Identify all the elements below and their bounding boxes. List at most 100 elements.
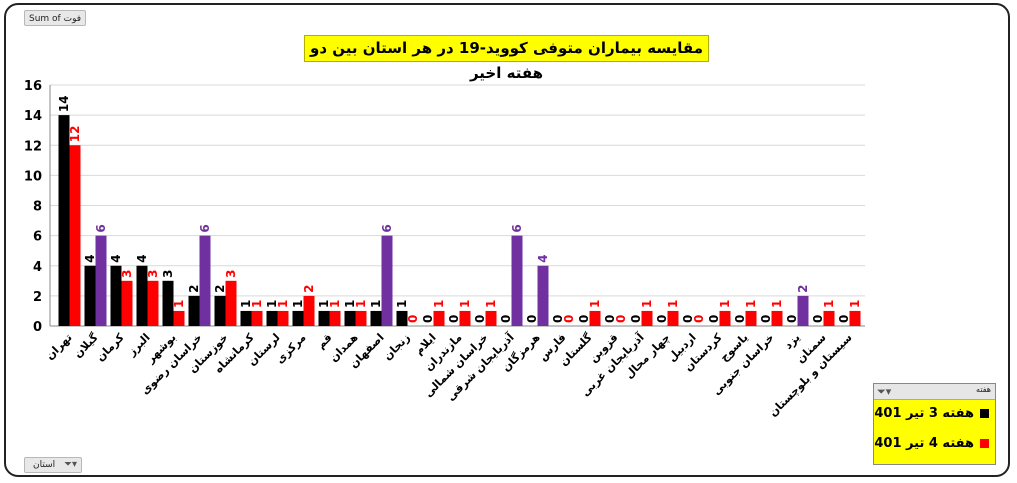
bar	[485, 310, 497, 326]
bar	[84, 265, 96, 326]
data-label: 0	[681, 315, 695, 323]
data-label: 4	[83, 254, 97, 262]
data-label: 1	[458, 300, 472, 308]
x-tick-label: زنجان	[381, 331, 413, 363]
bar	[396, 310, 408, 326]
data-label: 2	[302, 285, 316, 293]
filter-dropdown-icon[interactable]: ⏷▾	[877, 385, 892, 398]
bar	[667, 310, 679, 326]
data-label: 0	[733, 315, 747, 323]
bar	[823, 310, 835, 326]
data-label: 1	[640, 300, 654, 308]
data-label: 1	[239, 300, 253, 308]
axis-field-label: استان	[33, 460, 56, 470]
bar	[344, 310, 356, 326]
data-label: 0	[499, 315, 513, 323]
data-label: 0	[525, 315, 539, 323]
bar	[69, 145, 81, 326]
y-tick-label: 6	[33, 230, 42, 245]
data-label: 1	[666, 300, 680, 308]
data-label: 0	[551, 315, 565, 323]
bar	[214, 295, 226, 326]
data-label: 0	[447, 315, 461, 323]
bar	[58, 115, 70, 326]
bar	[370, 310, 382, 326]
data-label: 3	[161, 269, 175, 277]
data-label: 1	[484, 300, 498, 308]
data-label: 4	[536, 254, 550, 262]
value-field-button[interactable]: Sum of فوت	[24, 10, 87, 26]
data-label: 0	[655, 315, 669, 323]
data-label: 1	[317, 300, 331, 308]
data-label: 1	[744, 300, 758, 308]
bar	[188, 295, 200, 326]
legend-item-week3: هفته 3 تیر 401	[874, 404, 989, 424]
data-label: 1	[354, 300, 368, 308]
data-label: 0	[629, 315, 643, 323]
bar	[745, 310, 757, 326]
y-tick-label: 2	[33, 290, 42, 305]
data-label: 6	[510, 224, 524, 232]
data-label: 1	[276, 300, 290, 308]
bar	[318, 310, 330, 326]
bar	[110, 265, 122, 326]
bar	[303, 295, 315, 326]
data-label: 1	[369, 300, 383, 308]
data-label: 6	[380, 224, 394, 232]
data-label: 6	[198, 224, 212, 232]
data-label: 0	[577, 315, 591, 323]
x-tick-label: یزد	[782, 331, 803, 352]
bar	[459, 310, 471, 326]
bar	[381, 235, 393, 326]
data-label: 1	[328, 300, 342, 308]
axis-field-button[interactable]: استان ⏷▾	[24, 457, 82, 473]
data-label: 1	[265, 300, 279, 308]
data-label: 0	[562, 315, 576, 323]
legend-header-label: هفته	[976, 385, 991, 394]
data-label: 1	[588, 300, 602, 308]
chart-title: مقایسه بیماران متوفی کووید-19 در هر استا…	[304, 35, 709, 82]
y-tick-label: 10	[24, 169, 42, 184]
bar	[136, 265, 148, 326]
data-label: 0	[837, 315, 851, 323]
filter-dropdown-icon[interactable]: ⏷▾	[63, 459, 77, 470]
bar	[173, 310, 185, 326]
data-label: 2	[187, 285, 201, 293]
data-label: 0	[473, 315, 487, 323]
data-label: 3	[146, 269, 160, 277]
data-label: 0	[707, 315, 721, 323]
data-label: 4	[109, 254, 123, 262]
data-label: 3	[224, 269, 238, 277]
data-label: 0	[785, 315, 799, 323]
data-label: 0	[759, 315, 773, 323]
bar	[240, 310, 252, 326]
bar	[251, 310, 263, 326]
data-label: 0	[811, 315, 825, 323]
data-label: 0	[421, 315, 435, 323]
bar	[355, 310, 367, 326]
data-label: 2	[213, 285, 227, 293]
bar	[641, 310, 653, 326]
data-label: 1	[822, 300, 836, 308]
chart-frame	[4, 3, 1010, 477]
bar	[719, 310, 731, 326]
data-label: 12	[68, 126, 82, 143]
x-tick-label: تهران	[43, 331, 74, 362]
data-label: 14	[57, 95, 71, 112]
bar	[797, 295, 809, 326]
data-label: 1	[343, 300, 357, 308]
data-label: 1	[395, 300, 409, 308]
data-label: 1	[718, 300, 732, 308]
data-label: 0	[692, 315, 706, 323]
data-label: 1	[848, 300, 862, 308]
bar	[266, 310, 278, 326]
data-label: 1	[432, 300, 446, 308]
y-tick-label: 0	[33, 320, 42, 335]
bar	[121, 280, 133, 326]
bar	[511, 235, 523, 326]
x-tick-label: کرمان	[94, 331, 127, 364]
legend-header[interactable]: ⏷▾ هفته	[874, 384, 995, 400]
bar	[277, 310, 289, 326]
bar	[433, 310, 445, 326]
data-label: 1	[291, 300, 305, 308]
